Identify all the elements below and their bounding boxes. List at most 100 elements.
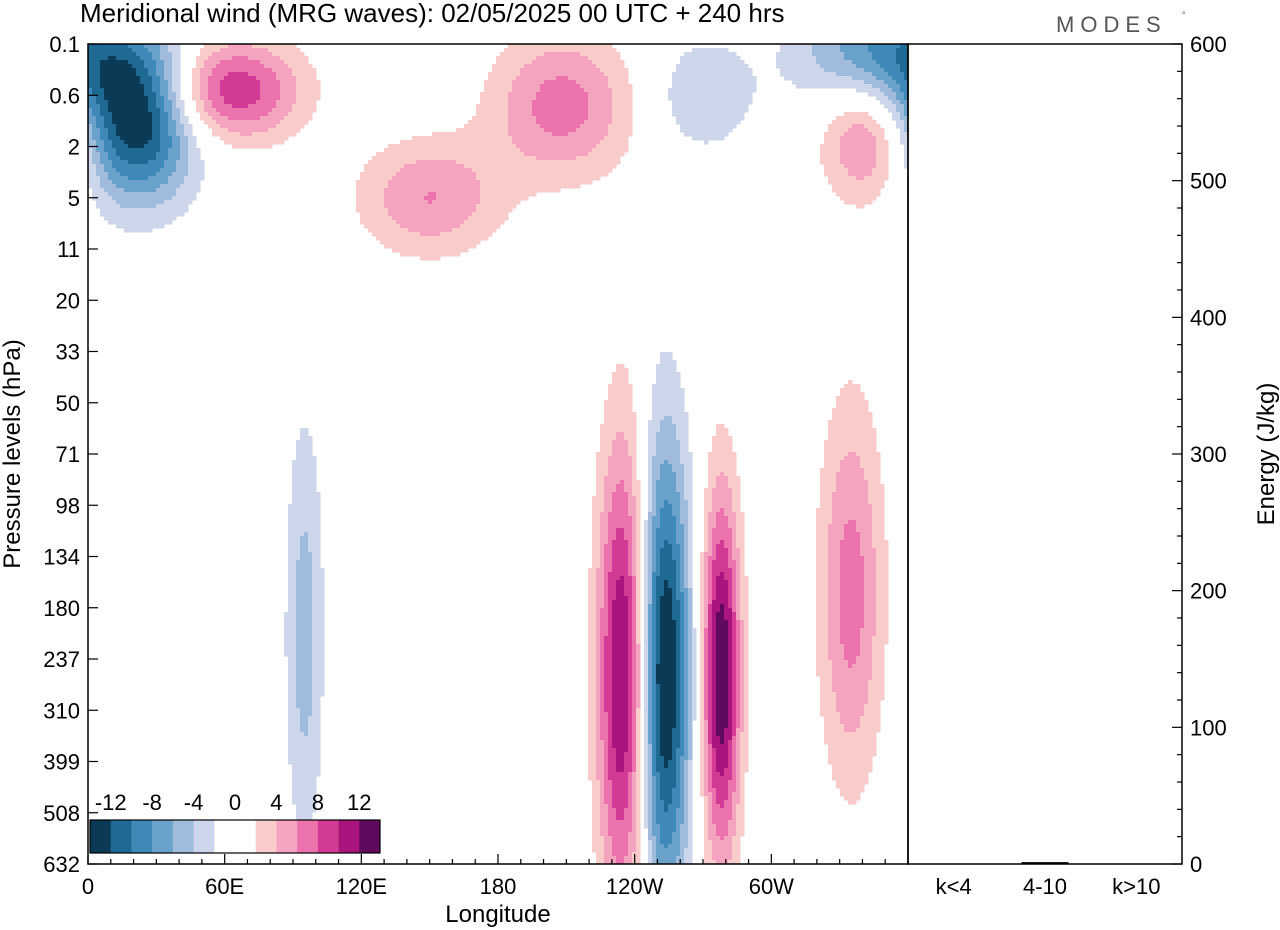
- y-tick-label: 508: [43, 801, 80, 826]
- heat-cell: [736, 584, 741, 589]
- heat-cell: [284, 652, 297, 657]
- heat-cell: [680, 800, 685, 805]
- heat-cell: [716, 700, 729, 705]
- heat-cell: [872, 512, 885, 517]
- heat-cell: [692, 680, 697, 685]
- heat-cell: [708, 636, 713, 641]
- heat-cell: [732, 636, 737, 641]
- heat-cell: [588, 104, 613, 109]
- heat-cell: [608, 460, 633, 465]
- heat-cell: [288, 536, 301, 541]
- heat-cell: [840, 580, 865, 585]
- x-tick-label: 60E: [205, 874, 244, 899]
- heat-cell: [160, 84, 169, 89]
- heat-cell: [684, 480, 693, 485]
- heat-cell: [632, 464, 637, 469]
- heat-cell: [684, 560, 689, 565]
- heat-cell: [848, 660, 857, 665]
- heat-cell: [712, 704, 717, 709]
- heat-cell: [152, 52, 161, 57]
- heat-cell: [288, 600, 297, 605]
- heat-cell: [720, 740, 725, 745]
- heat-cell: [600, 652, 605, 657]
- heat-cell: [832, 684, 869, 689]
- heat-cell: [288, 744, 321, 749]
- heat-cell: [724, 728, 733, 733]
- heat-cell: [624, 588, 633, 593]
- heat-cell: [708, 564, 713, 569]
- heat-cell: [648, 548, 653, 553]
- heat-cell: [832, 500, 869, 505]
- heat-cell: [628, 656, 633, 661]
- heat-cell: [816, 556, 829, 561]
- heat-cell: [868, 496, 885, 501]
- heat-cell: [600, 440, 613, 445]
- heat-cell: [684, 488, 693, 493]
- heat-cell: [228, 44, 253, 49]
- heat-cell: [680, 672, 685, 677]
- heat-cell: [652, 540, 657, 545]
- heat-cell: [736, 788, 741, 793]
- heat-cell: [596, 704, 601, 709]
- heat-cell: [100, 176, 109, 181]
- heat-cell: [728, 552, 733, 557]
- heat-cell: [712, 488, 733, 493]
- heat-cell: [660, 684, 677, 689]
- heat-cell: [628, 840, 637, 845]
- colorbar-swatch: [317, 820, 339, 853]
- heat-cell: [680, 724, 685, 729]
- heat-cell: [604, 404, 633, 409]
- heat-cell: [700, 604, 705, 609]
- heat-cell: [288, 700, 297, 705]
- heat-cell: [608, 512, 629, 517]
- heat-cell: [160, 136, 173, 141]
- heat-cell: [624, 756, 633, 761]
- heat-cell: [604, 572, 609, 577]
- heat-cell: [836, 404, 869, 409]
- heat-cell: [604, 600, 609, 605]
- heat-cell: [816, 656, 829, 661]
- heat-cell: [192, 68, 201, 73]
- heat-cell: [736, 828, 745, 833]
- heat-cell: [704, 600, 709, 605]
- heat-cell: [200, 52, 213, 57]
- heat-cell: [644, 632, 649, 637]
- heat-cell: [628, 800, 633, 805]
- heat-cell: [888, 96, 897, 101]
- heat-cell: [680, 128, 733, 133]
- heat-cell: [580, 52, 621, 57]
- heat-cell: [288, 712, 301, 717]
- heat-cell: [688, 532, 693, 537]
- heat-cell: [512, 80, 545, 85]
- heat-cell: [852, 60, 877, 65]
- heat-cell: [700, 552, 705, 557]
- heat-cell: [708, 812, 713, 817]
- heat-cell: [588, 612, 597, 617]
- heat-cell: [628, 736, 633, 741]
- heat-cell: [172, 140, 181, 145]
- heat-cell: [588, 688, 597, 693]
- heat-cell: [872, 668, 885, 673]
- heat-cell: [644, 732, 649, 737]
- heat-cell: [608, 572, 629, 577]
- heat-cell: [896, 92, 905, 97]
- heat-cell: [736, 744, 741, 749]
- heat-cell: [740, 768, 749, 773]
- heat-cell: [612, 728, 629, 733]
- heat-cell: [820, 688, 833, 693]
- heat-cell: [644, 576, 649, 581]
- heat-cell: [688, 784, 693, 789]
- heat-cell: [820, 504, 833, 509]
- heat-cell: [740, 780, 745, 785]
- heat-cell: [708, 728, 713, 733]
- heat-cell: [88, 84, 101, 89]
- heat-cell: [840, 636, 861, 641]
- heat-cell: [816, 520, 833, 525]
- heat-cell: [596, 860, 605, 865]
- heat-cell: [840, 576, 865, 581]
- heat-cell: [708, 600, 713, 605]
- heat-cell: [636, 552, 641, 557]
- heat-cell: [840, 160, 877, 165]
- heat-cell: [616, 812, 625, 817]
- heat-cell: [680, 780, 685, 785]
